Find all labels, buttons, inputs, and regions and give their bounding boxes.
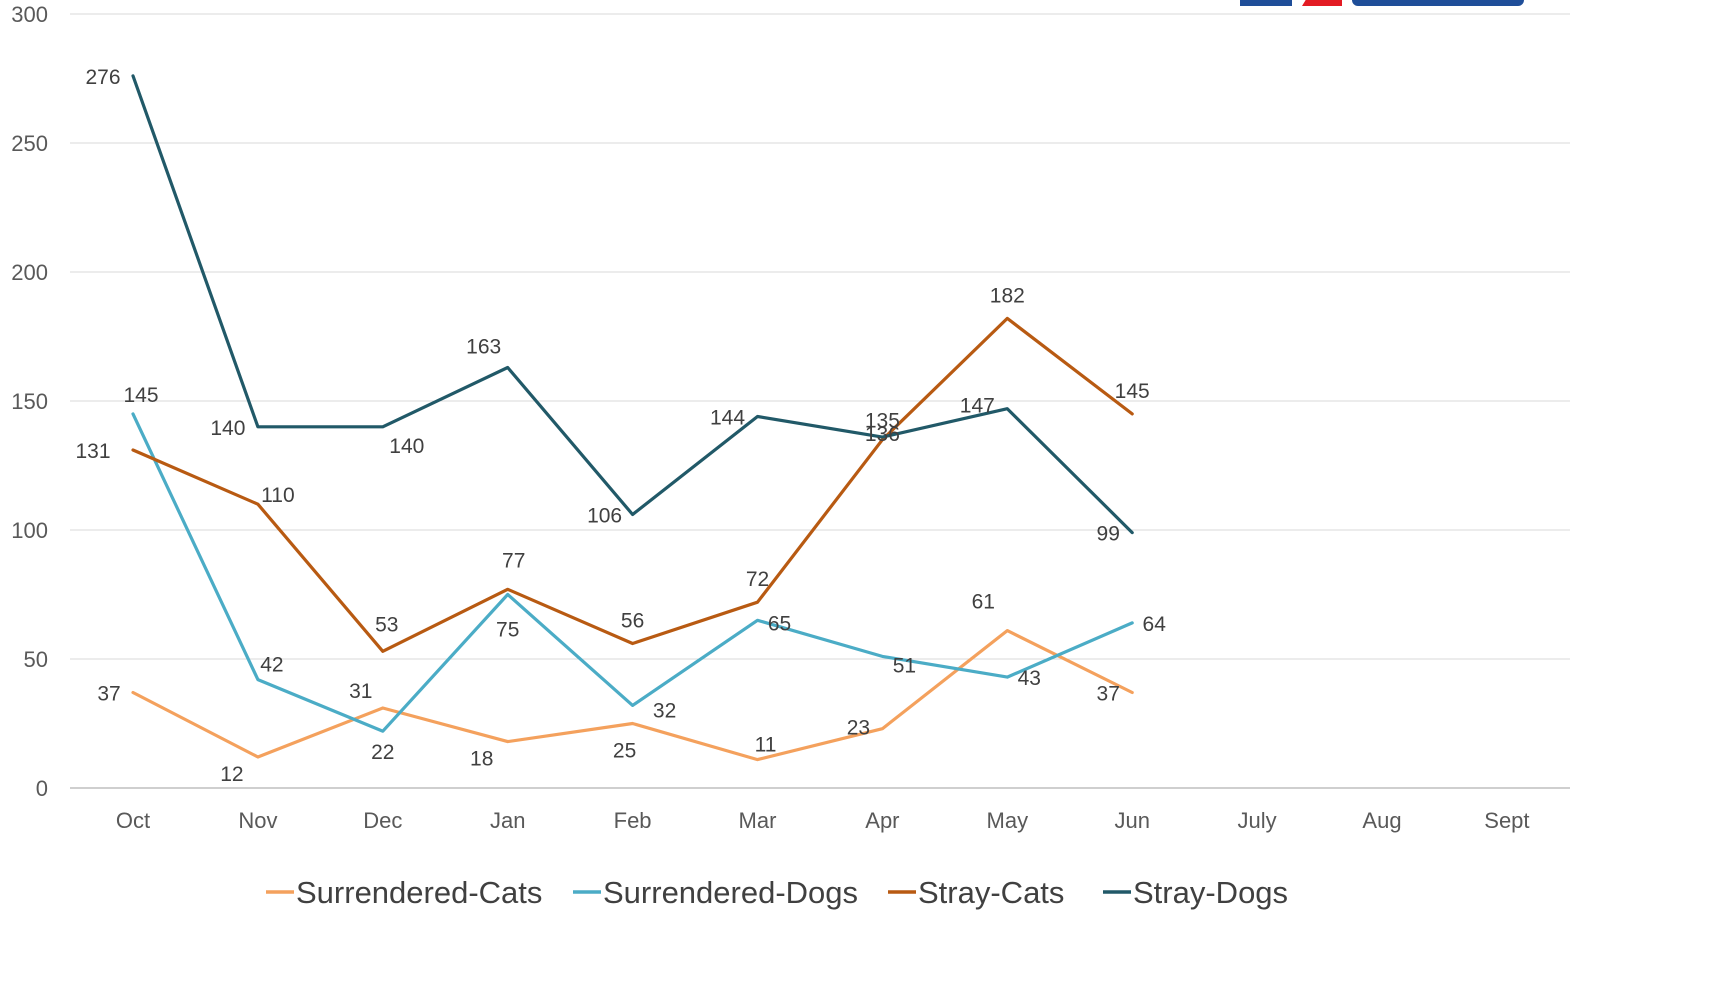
series-line-stray-dogs <box>131 74 1134 535</box>
x-tick-label: Apr <box>865 808 899 833</box>
data-label: 145 <box>123 384 158 407</box>
legend: Surrendered-Cats Surrendered-Dogs Stray-Ca… <box>266 875 1288 910</box>
x-tick-label: Sept <box>1484 808 1529 833</box>
y-tick-label: 50 <box>24 647 48 672</box>
logo-block-right <box>1352 0 1524 6</box>
data-label: 131 <box>75 440 110 463</box>
data-label: 61 <box>972 591 995 614</box>
data-label: 147 <box>960 395 995 418</box>
legend-item: Stray-Cats <box>888 875 1064 910</box>
x-tick-label: Nov <box>238 808 277 833</box>
data-label: 72 <box>746 568 769 591</box>
data-label: 110 <box>261 484 294 507</box>
legend-label: Stray-Cats <box>918 875 1064 910</box>
data-label: 182 <box>990 284 1025 307</box>
data-label: 140 <box>210 417 245 440</box>
series-line-stray-cats <box>131 316 1134 653</box>
logo-block-left <box>1240 0 1292 6</box>
x-tick-label: Aug <box>1362 808 1401 833</box>
brand-logo <box>1240 0 1524 6</box>
x-tick-label: Mar <box>739 808 777 833</box>
series-line-surrendered-dogs <box>131 412 1134 733</box>
data-label: 32 <box>653 699 676 722</box>
data-label: 31 <box>349 680 372 703</box>
y-tick-label: 0 <box>36 776 48 801</box>
data-label: 43 <box>1018 667 1041 690</box>
data-label: 77 <box>502 549 525 572</box>
data-label: 276 <box>85 66 120 89</box>
legend-label: Stray-Dogs <box>1133 875 1288 910</box>
x-tick-label: Jan <box>490 808 525 833</box>
x-tick-label: Oct <box>116 808 150 833</box>
x-tick-label: Feb <box>614 808 652 833</box>
logo-block-red <box>1302 0 1342 6</box>
data-label: 145 <box>1115 380 1150 403</box>
legend-item: Surrendered-Cats <box>266 875 542 910</box>
data-label: 18 <box>470 748 493 771</box>
data-label: 106 <box>587 505 622 528</box>
data-label: 140 <box>389 435 424 458</box>
data-label: 99 <box>1097 523 1120 546</box>
data-label: 163 <box>466 335 501 358</box>
x-tick-label: Dec <box>363 808 402 833</box>
x-tick-label: July <box>1238 808 1277 833</box>
data-label: 51 <box>893 654 916 677</box>
data-label: 64 <box>1143 613 1167 636</box>
series-lines <box>131 74 1134 762</box>
legend-item: Stray-Dogs <box>1103 875 1288 910</box>
data-label: 65 <box>768 612 791 635</box>
series-line-surrendered-cats <box>131 628 1134 762</box>
y-tick-label: 150 <box>11 389 48 414</box>
data-label: 25 <box>613 740 636 763</box>
data-label: 12 <box>220 763 243 786</box>
y-tick-label: 300 <box>11 2 48 27</box>
y-tick-label: 200 <box>11 260 48 285</box>
data-label: 37 <box>97 683 120 706</box>
y-tick-label: 100 <box>11 518 48 543</box>
data-label: 23 <box>847 717 870 740</box>
data-label: 11 <box>755 734 777 757</box>
data-label: 22 <box>371 741 394 764</box>
gridlines <box>70 13 1570 789</box>
data-label: 144 <box>710 406 745 429</box>
data-label: 53 <box>375 613 398 636</box>
x-axis-ticks: Oct Nov Dec Jan Feb Mar Apr May Jun July Aug Sept <box>116 808 1530 833</box>
data-label: 135 <box>865 410 900 433</box>
data-label: 75 <box>496 619 519 642</box>
y-axis-ticks: 0 50 100 150 200 250 300 <box>11 2 48 801</box>
x-tick-label: Jun <box>1114 808 1149 833</box>
data-label: 56 <box>621 610 644 633</box>
y-tick-label: 250 <box>11 131 48 156</box>
legend-label: Surrendered-Cats <box>296 875 542 910</box>
legend-label: Surrendered-Dogs <box>603 875 858 910</box>
x-tick-label: May <box>987 808 1029 833</box>
data-label: 136 <box>865 423 900 446</box>
data-labels: 37 12 31 18 25 11 23 61 37 145 42 22 75 32 65 51 43 64 131… <box>75 66 1166 786</box>
data-label: 42 <box>260 654 283 677</box>
data-label: 37 <box>1097 683 1120 706</box>
legend-item: Surrendered-Dogs <box>573 875 858 910</box>
